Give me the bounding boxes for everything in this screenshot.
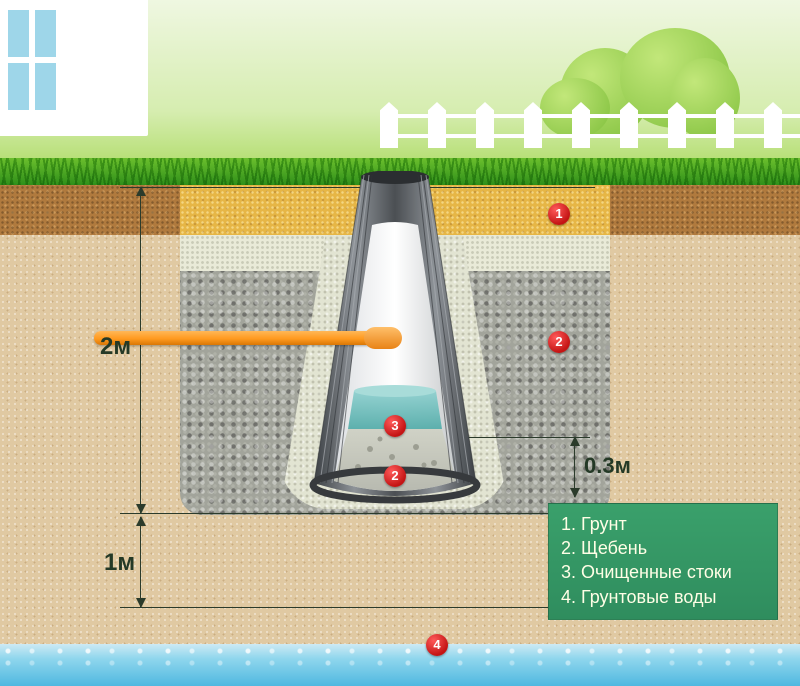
fence: [380, 102, 800, 148]
dim-arrow-1m: [140, 517, 141, 607]
diagram-stage: 1 2 3 2 2м 0.3м 1м 4 1.Грунт 2.Щебень 3.…: [0, 0, 800, 686]
house-window: [2, 4, 62, 116]
groundwater: [0, 644, 800, 686]
house: [0, 0, 148, 136]
legend-item: 2.Щебень: [561, 536, 767, 560]
dim-arrow-03m: [574, 437, 575, 497]
legend-box: 1.Грунт 2.Щебень 3.Очищенные стоки 4.Гру…: [548, 503, 778, 620]
badge-2: 2: [548, 331, 570, 353]
legend-item: 3.Очищенные стоки: [561, 560, 767, 584]
legend-item: 4.Грунтовые воды: [561, 585, 767, 609]
legend-item: 1.Грунт: [561, 512, 767, 536]
dim-label-2m: 2м: [100, 335, 131, 359]
badge-2b: 2: [384, 465, 406, 487]
dim-label-03m: 0.3м: [584, 455, 631, 477]
badge-3: 3: [384, 415, 406, 437]
badge-4: 4: [426, 634, 448, 656]
inlet-pipe-end: [364, 327, 402, 349]
inlet-pipe: [94, 331, 394, 345]
dim-label-1m: 1м: [104, 551, 135, 575]
badge-1: 1: [548, 203, 570, 225]
dim-arrow-2m: [140, 187, 141, 513]
